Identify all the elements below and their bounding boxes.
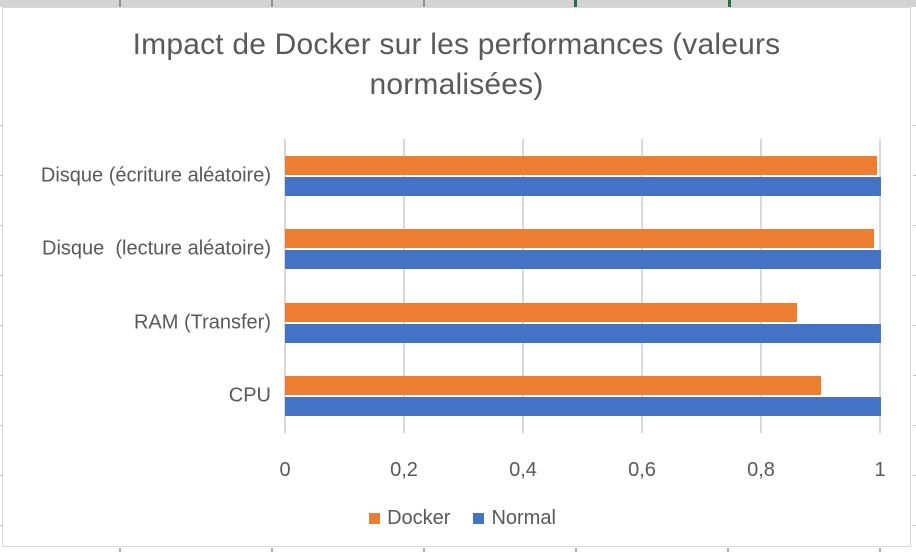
- gridline: [403, 139, 405, 433]
- legend-item-docker: Docker: [369, 507, 450, 530]
- spreadsheet-edge-tick: [913, 125, 916, 126]
- spreadsheet-edge-tick: [0, 225, 3, 226]
- spreadsheet-edge-tick: [271, 548, 273, 552]
- category-label: Disque (écriture aléatoire): [40, 164, 271, 187]
- spreadsheet-edge-tick: [119, 0, 121, 7]
- spreadsheet-edge-tick: [0, 475, 3, 476]
- x-axis-tick-label: 0,6: [628, 459, 656, 481]
- spreadsheet-edge-tick: [423, 0, 425, 7]
- bar-docker: [285, 229, 875, 249]
- spreadsheet-edge-tick: [574, 0, 577, 7]
- gridline: [641, 139, 643, 433]
- spreadsheet-edge-tick: [119, 548, 121, 552]
- spreadsheet-edge-tick: [728, 0, 731, 7]
- x-axis-tick-label: 0,2: [390, 459, 418, 481]
- legend-swatch-docker-icon: [369, 513, 381, 524]
- spreadsheet-edge-tick: [0, 125, 3, 126]
- chart-title-line2: normalisées): [369, 68, 544, 101]
- spreadsheet-edge-tick: [727, 548, 729, 552]
- category-label: CPU: [228, 384, 271, 407]
- chart-frame: Impact de Docker sur les performances (v…: [2, 7, 911, 547]
- plot-area: [284, 139, 881, 434]
- legend-swatch-normal-icon: [473, 513, 485, 524]
- bar-group: [285, 139, 881, 213]
- chart-title-line1: Impact de Docker sur les performances (v…: [132, 28, 781, 61]
- spreadsheet-edge-tick: [0, 275, 3, 276]
- legend: Docker Normal: [9, 507, 916, 530]
- bar-normal: [285, 323, 881, 343]
- legend-label: Normal: [491, 507, 556, 529]
- bar-group: [285, 360, 881, 434]
- spreadsheet-edge-tick: [913, 275, 916, 276]
- category-axis: Disque (écriture aléatoire) Disque (lectu…: [3, 139, 271, 433]
- bar-normal: [285, 250, 881, 270]
- legend-item-normal: Normal: [473, 507, 556, 530]
- spreadsheet-edge-tick: [271, 0, 273, 7]
- value-axis: 0 0,2 0,4 0,6 0,8 1: [279, 459, 885, 483]
- bar-normal: [285, 397, 881, 417]
- bar-docker: [285, 155, 878, 175]
- category-label: RAM (Transfer): [133, 311, 271, 334]
- spreadsheet-edge-tick: [0, 175, 3, 176]
- legend-label: Docker: [387, 507, 451, 529]
- spreadsheet-edge-tick: [913, 325, 916, 326]
- spreadsheet-edge-tick: [913, 375, 916, 376]
- gridline: [284, 139, 286, 433]
- spreadsheet-edge-tick: [423, 548, 425, 552]
- spreadsheet-edge-tick: [0, 425, 3, 426]
- bar-group: [285, 286, 881, 360]
- spreadsheet-edge-tick: [0, 325, 3, 326]
- category-label: Disque (lecture aléatoire): [42, 237, 271, 260]
- x-axis-tick-label: 0,4: [509, 459, 537, 481]
- x-axis-tick-label: 0: [279, 459, 291, 481]
- spreadsheet-edge-tick: [913, 175, 916, 176]
- spreadsheet-edge-tick: [913, 225, 916, 226]
- spreadsheet-edge-tick: [913, 525, 916, 526]
- chart-title: Impact de Docker sur les performances (v…: [3, 25, 910, 105]
- bar-normal: [285, 176, 881, 196]
- x-axis-tick-label: 0,8: [747, 459, 775, 481]
- spreadsheet-edge-tick: [0, 375, 3, 376]
- spreadsheet-top-strip: [0, 0, 916, 7]
- spreadsheet-edge-tick: [913, 475, 916, 476]
- gridline: [522, 139, 524, 433]
- spreadsheet-edge-tick: [913, 425, 916, 426]
- spreadsheet-edge-tick: [0, 525, 3, 526]
- bar-docker: [285, 376, 821, 396]
- spreadsheet-edge-tick: [879, 548, 881, 552]
- gridline: [879, 139, 881, 433]
- x-axis-tick-label: 1: [874, 459, 886, 481]
- spreadsheet-edge-tick: [575, 548, 577, 552]
- gridline: [760, 139, 762, 433]
- bar-docker: [285, 302, 797, 322]
- bar-group: [285, 213, 881, 287]
